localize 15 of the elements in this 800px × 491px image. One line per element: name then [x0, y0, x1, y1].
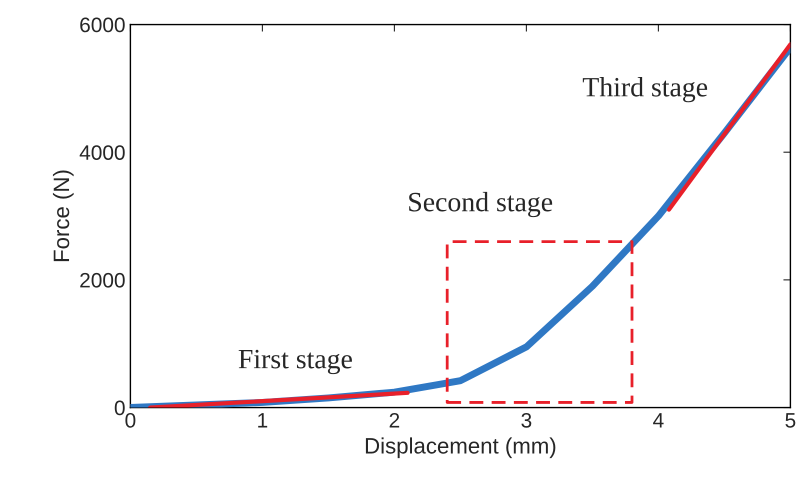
x-axis-title: Displacement (mm) — [366, 437, 556, 458]
y-tick-label: 2000 — [80, 272, 125, 288]
y-tick-label: 0 — [114, 400, 125, 416]
x-tick-label: 5 — [785, 413, 796, 428]
x-tick-label: 2 — [390, 412, 400, 428]
annotation: Second stage — [409, 192, 552, 218]
y-axis-title: Force (N) — [52, 170, 74, 262]
y-tick-label: 6000 — [80, 18, 125, 32]
x-tick-label: 4 — [653, 413, 664, 428]
annotation: First stage — [238, 350, 352, 374]
y-tick-label: 4000 — [80, 145, 125, 160]
x-tick-label: 1 — [258, 413, 268, 428]
x-tick-label: 0 — [125, 412, 136, 428]
x-tick-label: 3 — [521, 412, 532, 428]
annotation: Third stage — [582, 77, 708, 102]
